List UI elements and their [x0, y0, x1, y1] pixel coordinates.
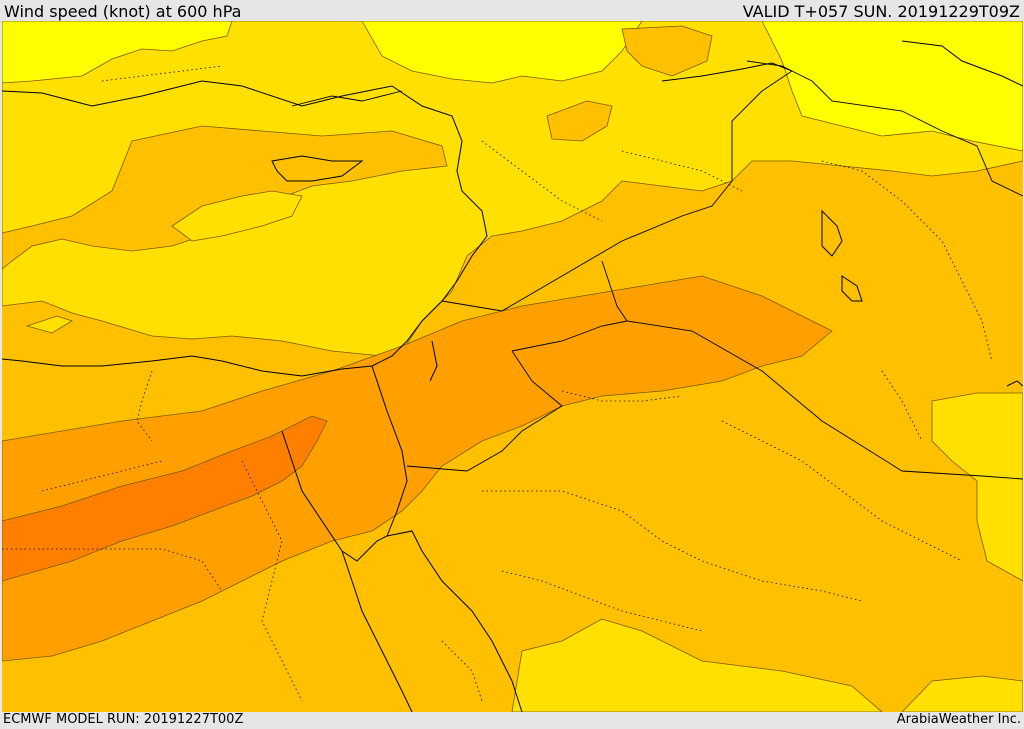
- band-light-island2: [25, 315, 73, 334]
- band-yellow-nw: [1, 20, 233, 84]
- internal-boundaries: [2, 65, 993, 702]
- band-dark-core: [1, 415, 328, 582]
- header-bar: Wind speed (knot) at 600 hPa VALID T+057…: [0, 0, 1024, 21]
- band-orange-jet: [1, 275, 833, 662]
- band-orange-ne2: [546, 100, 613, 142]
- model-run: ECMWF MODEL RUN: 20191227T00Z: [3, 712, 244, 727]
- brand-credit: ArabiaWeather Inc.: [896, 712, 1021, 727]
- band-light-se: [931, 392, 1024, 582]
- band-light-north: [1, 20, 1024, 357]
- band-light-island: [171, 190, 303, 242]
- band-orange-ne: [621, 25, 713, 77]
- footer-bar: ECMWF MODEL RUN: 20191227T00Z ArabiaWeat…: [0, 712, 1024, 729]
- map-canvas: [1, 20, 1024, 713]
- wind-speed-map: [1, 20, 1024, 713]
- band-light-south: [511, 618, 884, 713]
- coastlines: [1, 40, 1024, 713]
- map-title: Wind speed (knot) at 600 hPa: [4, 2, 242, 21]
- political-borders: [291, 60, 1024, 480]
- valid-time: VALID T+057 SUN. 20191229T09Z: [742, 2, 1020, 21]
